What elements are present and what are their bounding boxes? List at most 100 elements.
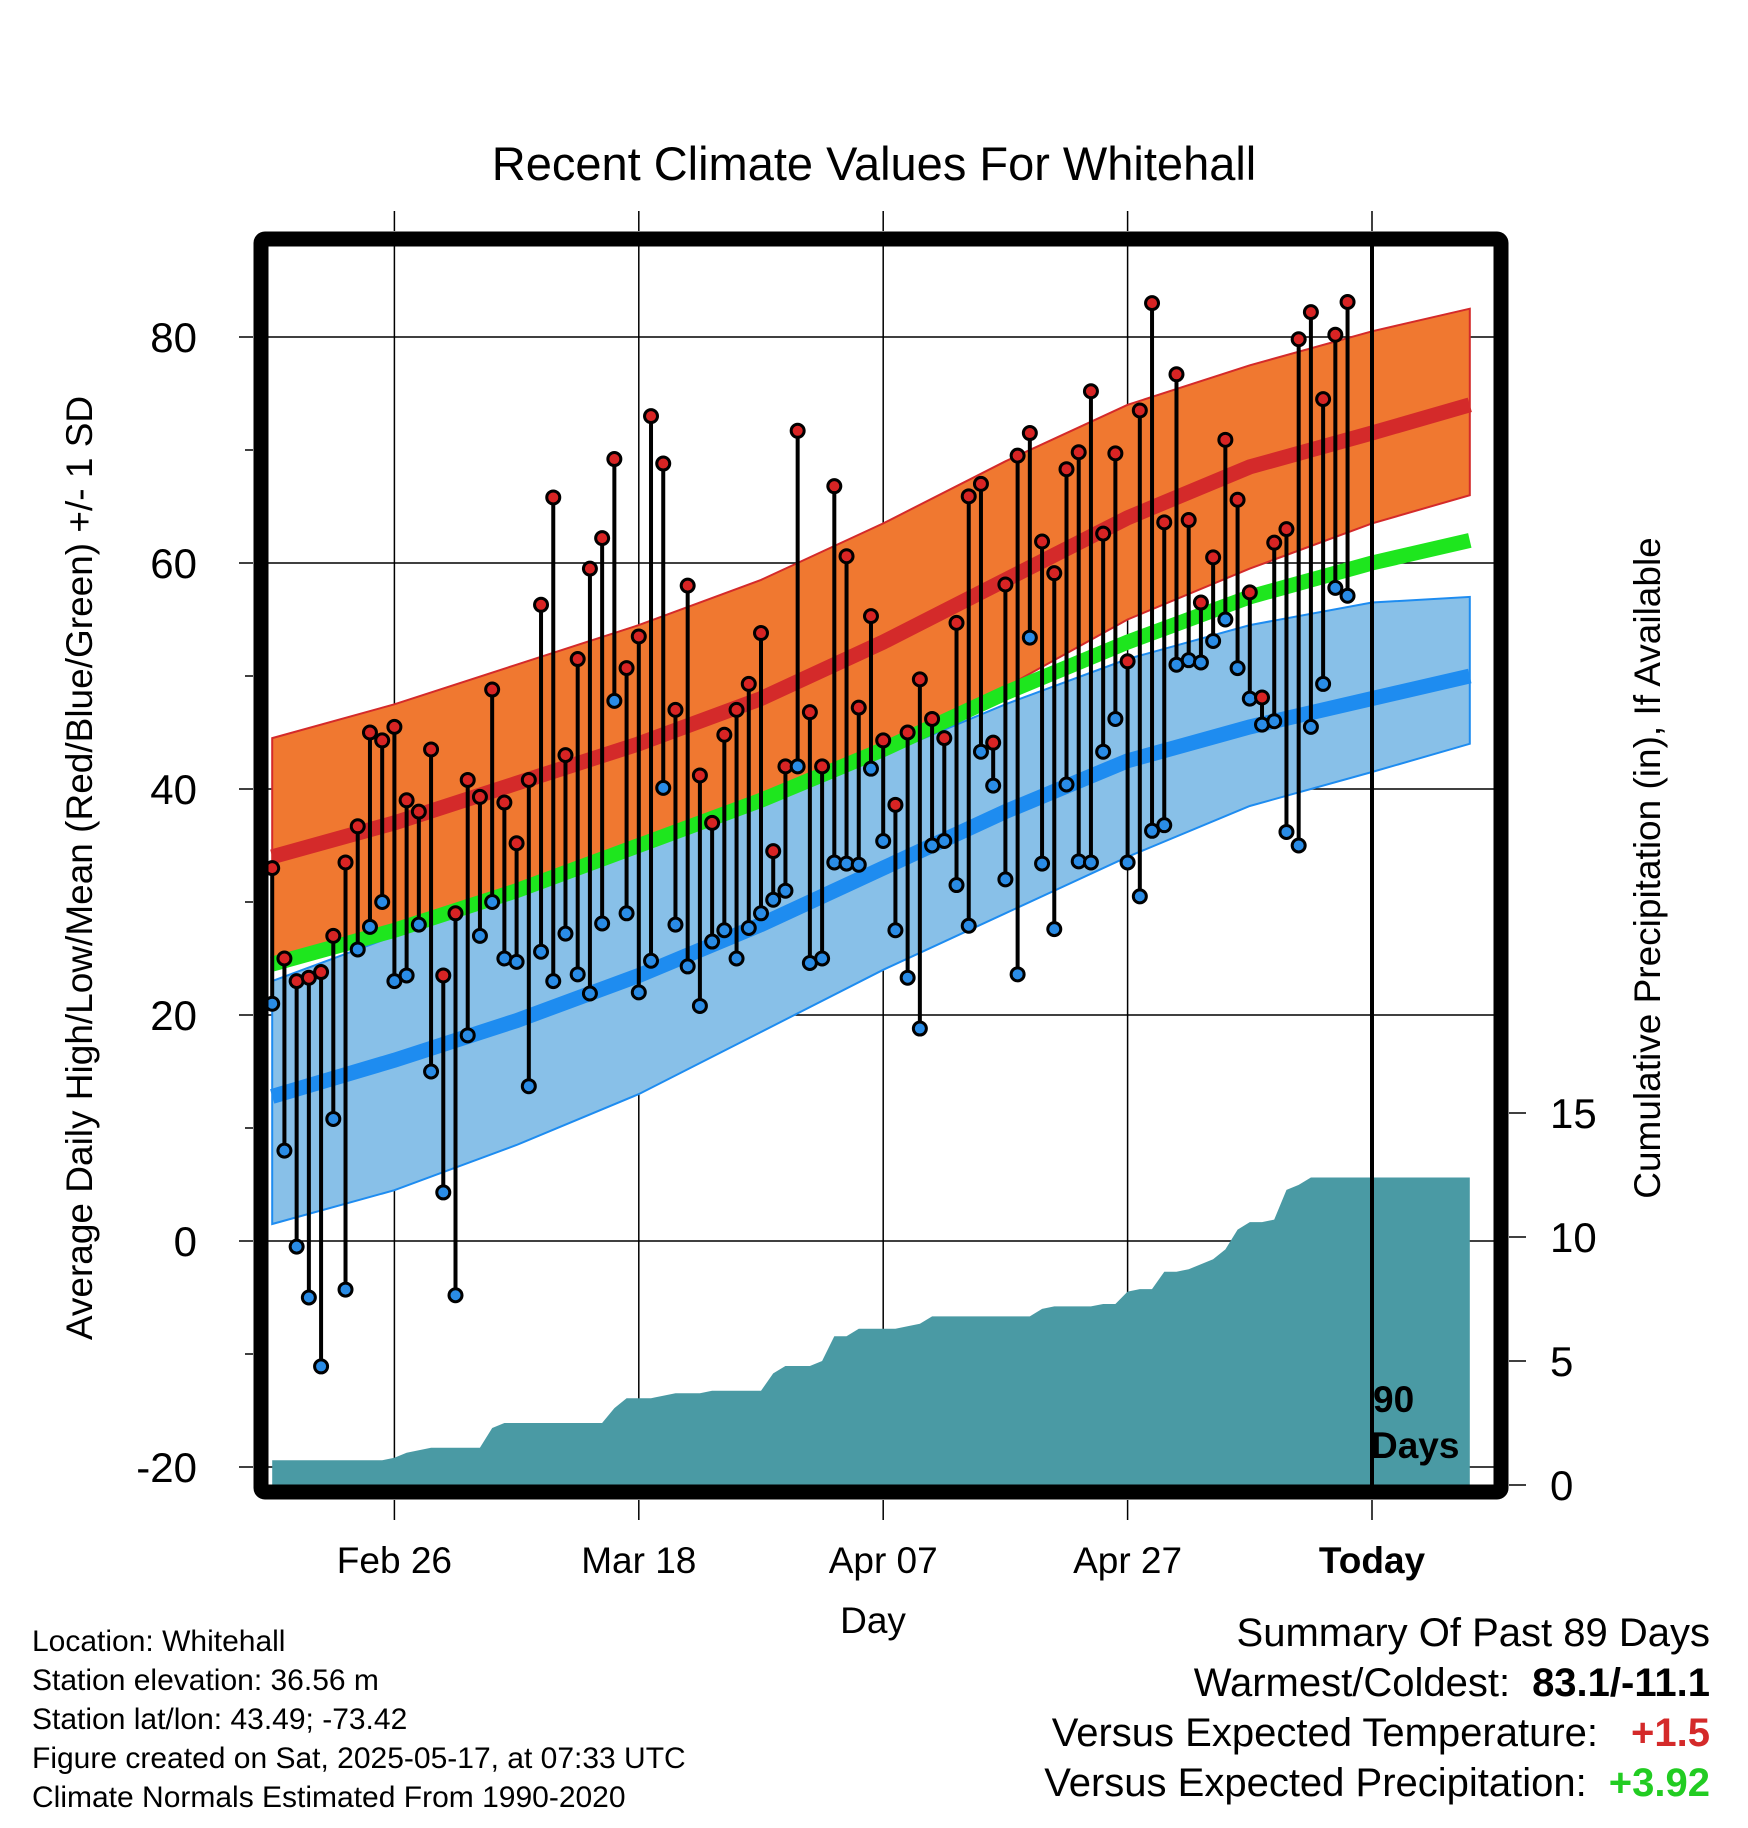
summary-title: Summary Of Past 89 Days xyxy=(1236,1611,1710,1655)
precipitation-area xyxy=(272,1177,1470,1485)
daily-low-point xyxy=(777,882,794,899)
daily-high-point xyxy=(545,489,562,506)
y-tick-label: -20 xyxy=(136,1444,197,1491)
daily-high-point xyxy=(887,796,904,813)
y2-tick-label: 15 xyxy=(1550,1090,1597,1137)
x-axis-title: Day xyxy=(840,1600,906,1641)
daily-low-point xyxy=(1278,823,1295,840)
daily-high-point xyxy=(655,455,672,472)
daily-high-point xyxy=(496,794,513,811)
daily-high-point xyxy=(1278,521,1295,538)
location-text: Location: Whitehall xyxy=(32,1625,286,1658)
daily-high-point xyxy=(948,614,965,631)
daily-high-point xyxy=(1131,402,1148,419)
daily-low-point xyxy=(1302,718,1319,735)
daily-high-point xyxy=(716,726,733,743)
daily-high-point xyxy=(410,803,427,820)
daily-high-point xyxy=(911,671,928,688)
daily-low-point xyxy=(862,760,879,777)
daily-low-point xyxy=(606,692,623,709)
low-normal-line xyxy=(270,668,1472,1104)
daily-low-point xyxy=(1192,654,1209,671)
daily-high-point xyxy=(850,699,867,716)
daily-low-point xyxy=(814,950,831,967)
x-tick-label: Apr 07 xyxy=(829,1540,938,1581)
daily-low-point xyxy=(374,894,391,910)
warmest-coldest-row: Warmest/Coldest: 83.1/-11.1 xyxy=(1044,1658,1710,1708)
x-tick-label: Feb 26 xyxy=(337,1540,452,1581)
daily-low-point xyxy=(1119,854,1136,871)
daily-high-point xyxy=(374,732,391,749)
daily-low-point xyxy=(484,894,501,910)
daily-high-point xyxy=(924,710,941,727)
daily-low-point xyxy=(1131,888,1148,905)
daily-low-point xyxy=(435,1184,452,1201)
daily-low-point xyxy=(410,916,427,933)
daily-high-point xyxy=(1266,534,1283,551)
daily-low-point xyxy=(630,984,647,1001)
daily-low-point xyxy=(1266,713,1283,730)
daily-low-point xyxy=(679,958,696,975)
daily-low-point xyxy=(1046,921,1063,938)
precipitation-departure-label: Versus Expected Precipitation: xyxy=(1044,1761,1587,1805)
daily-high-point xyxy=(1070,444,1087,461)
daily-high-point xyxy=(801,704,818,721)
warmest-coldest-value: 83.1/-11.1 xyxy=(1532,1661,1710,1705)
daily-low-point xyxy=(765,891,782,908)
normals-text: Climate Normals Estimated From 1990-2020 xyxy=(32,1781,626,1814)
daily-high-point xyxy=(826,478,843,495)
y2-tick-label: 5 xyxy=(1550,1338,1573,1385)
daily-low-point xyxy=(875,832,892,849)
daily-low-point xyxy=(1082,854,1099,871)
y2-tick-label: 0 xyxy=(1550,1462,1573,1509)
daily-low-point xyxy=(423,1063,440,1080)
daily-high-point xyxy=(1254,689,1271,706)
temperature-departure-row: Versus Expected Temperature: +1.5 xyxy=(1044,1708,1710,1758)
daily-high-point xyxy=(1241,584,1258,601)
y-tick-label: 60 xyxy=(150,540,197,587)
daily-high-point xyxy=(533,596,550,613)
daily-high-point xyxy=(349,818,366,835)
daily-low-point xyxy=(1095,743,1112,760)
y-tick-label: 40 xyxy=(150,766,197,813)
y-tick-label: 80 xyxy=(150,314,197,361)
precipitation-departure-value: +3.92 xyxy=(1608,1761,1710,1805)
daily-high-point xyxy=(1009,447,1026,464)
daily-high-point xyxy=(814,758,831,775)
daily-low-point xyxy=(361,918,378,935)
daily-high-point xyxy=(300,969,317,986)
daily-high-point xyxy=(643,408,660,425)
plot-area: 80 60 40 20 0 -20 0 5 10 15 Feb 26 Mar 18 Apr 07 Apr … xyxy=(136,211,1597,1581)
daily-high-point xyxy=(1168,366,1185,383)
daily-low-point xyxy=(655,779,672,796)
daily-high-point xyxy=(361,724,378,741)
daily-low-point xyxy=(313,1358,330,1375)
daily-high-point xyxy=(667,701,684,718)
daily-high-point xyxy=(1290,331,1307,348)
daily-low-point xyxy=(911,1020,928,1037)
y-axis-title: Average Daily High/Low/Mean (Red/Blue/Gr… xyxy=(59,396,100,1340)
daily-high-point xyxy=(679,577,696,594)
daily-low-point xyxy=(398,967,415,984)
daily-high-point xyxy=(447,905,464,922)
created-text: Figure created on Sat, 2025-05-17, at 07… xyxy=(32,1742,686,1775)
daily-high-point xyxy=(1315,391,1332,408)
elevation-text: Station elevation: 36.56 m xyxy=(32,1664,379,1697)
daily-low-point xyxy=(520,1078,537,1095)
daily-high-point xyxy=(569,651,586,668)
daily-low-point xyxy=(618,905,635,922)
daily-high-point xyxy=(325,927,342,944)
daily-low-point xyxy=(1217,611,1234,628)
daily-low-point xyxy=(288,1238,305,1255)
daily-low-point xyxy=(569,966,586,983)
daily-low-point xyxy=(325,1110,342,1127)
daily-low-point xyxy=(545,973,562,990)
temperature-departure-value: +1.5 xyxy=(1631,1711,1710,1755)
daily-low-point xyxy=(936,832,953,849)
daily-low-point xyxy=(1144,822,1161,839)
daily-high-point xyxy=(691,767,708,784)
daily-low-point xyxy=(789,758,806,775)
daily-low-point xyxy=(1339,587,1356,604)
daily-low-point xyxy=(508,953,525,970)
daily-high-point xyxy=(1217,431,1234,448)
